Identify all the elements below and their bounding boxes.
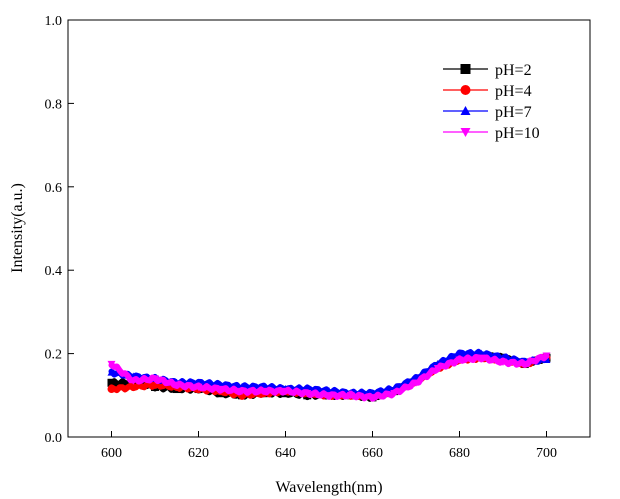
data-point xyxy=(477,354,486,362)
data-point xyxy=(303,390,312,398)
series-layer xyxy=(107,348,551,402)
legend-marker xyxy=(460,128,471,137)
y-tick-label: 0.0 xyxy=(45,431,63,446)
plot-frame xyxy=(67,19,591,438)
data-point xyxy=(129,382,138,391)
y-tick-label: 0.8 xyxy=(45,97,63,112)
x-tick-label: 600 xyxy=(101,446,122,461)
data-point xyxy=(216,385,225,394)
data-point xyxy=(433,364,442,373)
data-point xyxy=(368,394,377,402)
axis-ticks: 600 620 640 660 680 700 0.0 0.2 0.4 0.6 0.8 1.0 xyxy=(45,14,558,461)
data-point xyxy=(455,349,464,357)
data-point xyxy=(542,352,551,360)
y-tick-label: 0.2 xyxy=(45,348,63,363)
legend-label: pH=10 xyxy=(495,125,540,142)
data-point xyxy=(107,378,116,387)
legend-marker xyxy=(460,64,471,74)
data-point xyxy=(238,387,246,396)
x-tick-label: 680 xyxy=(449,446,470,461)
legend-item: pH=7 xyxy=(443,104,532,121)
legend-label: pH=7 xyxy=(495,104,532,121)
y-tick-label: 1.0 xyxy=(45,14,63,29)
data-point xyxy=(194,383,203,391)
data-point xyxy=(520,360,529,369)
data-point xyxy=(129,377,138,385)
data-point xyxy=(455,356,464,364)
legend-label: pH=4 xyxy=(495,83,532,100)
legend: pH=2 pH=4 pH=7 pH=10 xyxy=(443,62,540,142)
data-point xyxy=(499,358,507,366)
data-point xyxy=(107,385,116,394)
legend-item: pH=2 xyxy=(443,62,532,79)
legend-item: pH=4 xyxy=(443,83,532,100)
x-axis-title: Wavelength(nm) xyxy=(275,479,382,496)
data-point xyxy=(259,387,268,396)
y-tick-label: 0.4 xyxy=(45,264,63,279)
data-point xyxy=(281,387,290,396)
x-tick-label: 660 xyxy=(362,446,383,461)
y-tick-label: 0.6 xyxy=(45,181,63,196)
legend-label: pH=2 xyxy=(495,62,532,79)
x-tick-label: 700 xyxy=(536,446,557,461)
data-point xyxy=(346,392,355,400)
series-4 xyxy=(107,352,551,402)
data-point xyxy=(412,379,420,387)
x-tick-label: 620 xyxy=(188,446,209,461)
legend-item: pH=10 xyxy=(443,125,540,142)
x-tick-label: 640 xyxy=(275,446,296,461)
data-point xyxy=(107,360,116,369)
data-point xyxy=(107,368,116,376)
data-point xyxy=(325,392,333,400)
legend-marker xyxy=(460,106,471,115)
y-axis-title: Intensity(a.u.) xyxy=(9,183,26,273)
legend-marker xyxy=(460,85,471,95)
data-point xyxy=(172,381,181,389)
data-point xyxy=(390,390,399,398)
data-point xyxy=(151,375,159,383)
